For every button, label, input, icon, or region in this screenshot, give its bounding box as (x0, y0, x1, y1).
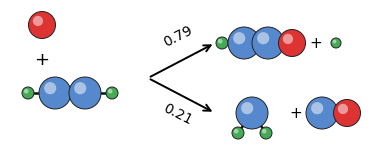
Circle shape (260, 127, 272, 139)
Circle shape (241, 102, 253, 114)
Text: +: + (34, 51, 50, 69)
Circle shape (232, 127, 244, 139)
Circle shape (257, 32, 269, 44)
Circle shape (108, 89, 113, 93)
Circle shape (74, 82, 86, 94)
Circle shape (311, 102, 323, 114)
Circle shape (333, 100, 361, 126)
Circle shape (33, 16, 43, 26)
Circle shape (252, 27, 284, 59)
Circle shape (236, 97, 268, 129)
Circle shape (28, 11, 56, 38)
Text: +: + (310, 35, 322, 51)
Text: +: + (290, 106, 302, 120)
Circle shape (22, 87, 34, 99)
Circle shape (306, 97, 338, 129)
Circle shape (24, 89, 28, 93)
Circle shape (69, 77, 101, 109)
Circle shape (39, 77, 71, 109)
Circle shape (106, 87, 118, 99)
Circle shape (331, 38, 341, 48)
Circle shape (228, 27, 260, 59)
Text: 0.21: 0.21 (161, 101, 195, 127)
Text: 0.79: 0.79 (161, 24, 195, 50)
Circle shape (44, 82, 56, 94)
Circle shape (283, 34, 293, 44)
Circle shape (279, 29, 305, 57)
Circle shape (262, 129, 266, 133)
Circle shape (218, 39, 223, 44)
Circle shape (234, 129, 239, 133)
Circle shape (233, 32, 245, 44)
Circle shape (216, 37, 228, 49)
Circle shape (333, 40, 336, 43)
Circle shape (338, 104, 348, 114)
